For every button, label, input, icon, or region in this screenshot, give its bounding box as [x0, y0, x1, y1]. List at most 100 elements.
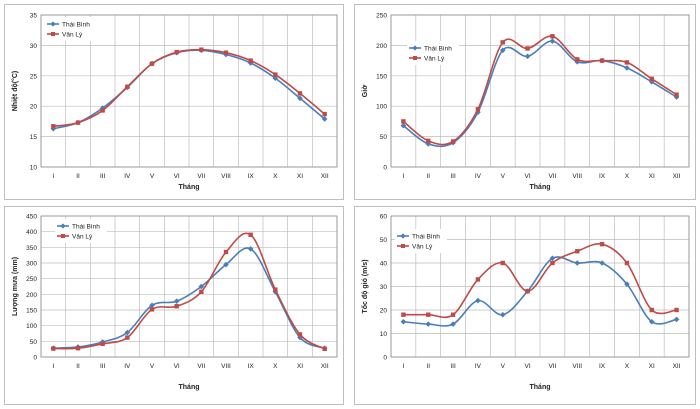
data-point [400, 318, 407, 325]
data-point [125, 84, 130, 89]
x-tick-label: VII [197, 363, 205, 370]
data-point [499, 311, 506, 318]
x-tick-label: X [273, 363, 278, 370]
legend-box [55, 219, 107, 243]
x-tick-label: V [501, 173, 506, 180]
data-point [322, 111, 327, 117]
y-tick-label: 30 [30, 43, 38, 50]
plot-area [390, 215, 690, 358]
y-tick-label: 30 [380, 284, 388, 291]
legend-box [407, 41, 459, 65]
data-point [500, 40, 505, 45]
legend: Thái Bình Văn Lý [407, 41, 459, 65]
legend-swatch-marker [400, 233, 406, 239]
y-tick-label: 10 [380, 331, 388, 338]
data-point [149, 61, 155, 66]
y-tick-label: 40 [380, 261, 388, 268]
x-tick-label: X [625, 363, 630, 370]
legend: Thái Bình Văn Lý [55, 219, 107, 243]
data-point [499, 47, 506, 54]
data-point [297, 334, 303, 341]
x-tick-label: V [150, 173, 155, 180]
x-tick-label: VIII [572, 363, 582, 370]
data-point [574, 260, 581, 266]
legend-box [45, 17, 97, 41]
x-tick-label: III [450, 363, 456, 370]
y-tick-label: 150 [376, 73, 387, 80]
data-point [174, 304, 179, 309]
data-point [624, 260, 630, 266]
data-point [198, 283, 205, 290]
data-point [273, 72, 278, 77]
data-point [575, 249, 580, 254]
y-axis-title: Tốc độ gió (m/s) [361, 259, 369, 313]
data-point [75, 120, 81, 125]
x-tick-label: VII [548, 363, 556, 370]
x-tick-label: I [403, 363, 405, 370]
y-tick-label: 0 [383, 355, 387, 362]
data-point [297, 332, 303, 337]
data-point [525, 289, 530, 294]
x-tick-label: IX [248, 173, 255, 180]
data-point [75, 346, 81, 351]
wind-speed-chart-panel: 0 10 20 30 40 50 60 I II III IV V VI VII VIII IX X XI XII T… [354, 206, 696, 405]
data-point [248, 232, 253, 237]
data-point [125, 335, 130, 340]
data-point [297, 95, 303, 102]
data-point [525, 46, 530, 51]
y-tick-label: 35 [30, 13, 38, 20]
data-point [550, 260, 555, 266]
y-tick-label: 100 [376, 104, 387, 111]
x-tick-label: I [403, 173, 405, 180]
x-tick-label: VII [548, 173, 556, 180]
data-point [575, 57, 580, 62]
x-tick-label: X [625, 173, 630, 180]
y-tick-label: 50 [380, 134, 388, 141]
temperature-chart-panel: 10 15 20 25 30 35 I II III IV V VI VII VIII IX X XI XII Th… [4, 4, 344, 200]
y-tick-label: 0 [33, 355, 37, 362]
data-point [174, 49, 179, 55]
data-point [624, 281, 630, 287]
x-tick-label: IV [475, 173, 482, 180]
y-tick-label: 15 [30, 134, 38, 141]
y-tick-label: 20 [30, 104, 38, 111]
data-point [674, 92, 679, 97]
y-axis-title: Lượng mưa (mm) [12, 257, 19, 316]
x-tick-label: V [501, 363, 506, 370]
data-point [124, 329, 131, 336]
x-tick-label: VII [197, 173, 205, 180]
y-axis-title: Nhiệt độ(°C) [11, 71, 19, 112]
y-tick-label: 10 [30, 165, 38, 172]
x-tick-label: VI [174, 173, 180, 180]
data-point [624, 65, 630, 71]
data-point [524, 53, 531, 60]
legend-label: Thái Bình [72, 223, 100, 230]
x-tick-label: XII [321, 173, 329, 180]
data-point [649, 76, 654, 82]
x-tick-label: II [426, 173, 430, 180]
x-axis-title: Tháng [530, 384, 551, 391]
data-point [199, 47, 204, 52]
x-tick-label: IX [599, 363, 606, 370]
y-tick-label: 25 [30, 73, 38, 80]
legend: Thái Bình Văn Lý [395, 229, 447, 253]
plot-area [40, 215, 338, 358]
data-point [51, 346, 56, 351]
data-point [599, 242, 605, 247]
y-tick-label: 350 [26, 245, 37, 252]
data-point [272, 75, 279, 82]
data-point [550, 34, 555, 39]
y-tick-label: 150 [26, 308, 37, 315]
legend-label: Thái Bình [424, 45, 452, 52]
x-tick-label: III [450, 173, 456, 180]
data-point [475, 107, 481, 112]
x-axis-title: Tháng [530, 184, 551, 191]
data-point [173, 298, 180, 305]
legend: Thái Bình Văn Lý [45, 17, 97, 41]
legend-swatch-marker [60, 223, 66, 229]
x-tick-label: VI [174, 363, 180, 370]
x-tick-label: X [273, 173, 278, 180]
